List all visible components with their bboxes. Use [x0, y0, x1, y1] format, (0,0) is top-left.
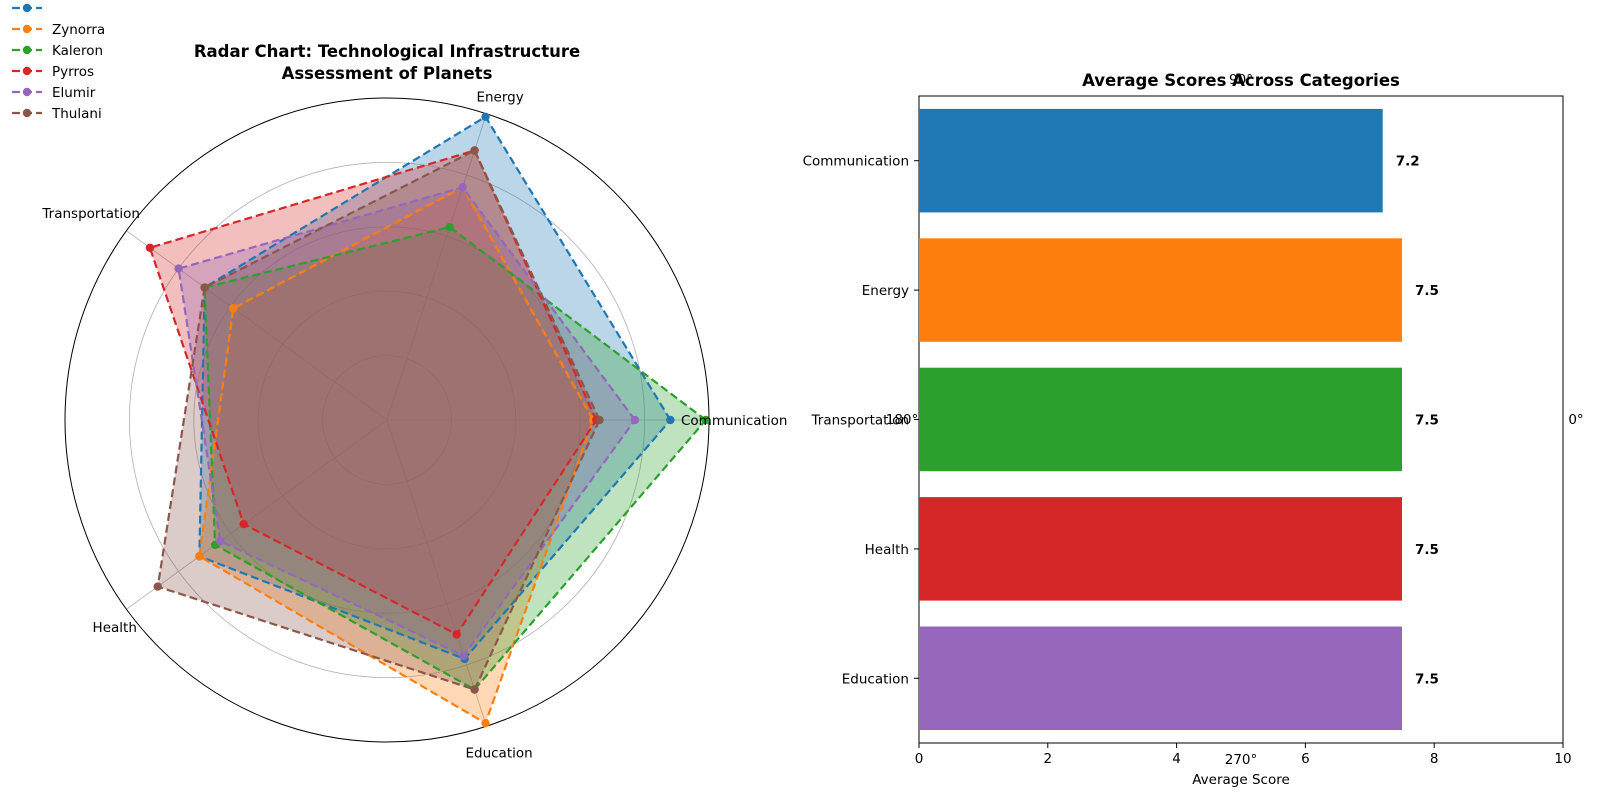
radar-line-zynorra [198, 185, 595, 725]
radar-area-zynorra [199, 187, 594, 724]
legend-item-series-1 [12, 3, 42, 13]
bar-x-ticks: 0 2 4 6 8 10 [915, 743, 1572, 767]
bar-y-tick-labels: Communication Energy Transportation Health E… [803, 154, 919, 687]
radar-label-transportation: Transportation [41, 206, 139, 222]
radar-area-kaleron [204, 227, 706, 690]
bar-title: Average Scores Across Categories [1082, 71, 1400, 90]
radar-point-elumir-education [459, 651, 468, 661]
radar-point-thulani-education [470, 685, 479, 694]
bar-value-label-health: 7.5 [1415, 542, 1439, 558]
bar-transportation [919, 367, 1402, 472]
legend-label: Thulani [51, 106, 102, 122]
radar-point-pyrros-health [239, 519, 248, 529]
bar-y-tick-education: Education [842, 671, 909, 687]
radar-line-kaleron [203, 225, 708, 691]
radar-spoke [126, 230, 388, 421]
radar-point-thulani-health [153, 582, 162, 591]
radar-line-series-1 [198, 115, 672, 661]
radar-category-labels: Communication Energy Transportation Health E… [41, 90, 787, 762]
legend-label: Elumir [52, 85, 96, 101]
radar-point-zynorra-transportation [229, 304, 238, 313]
bar-y-tick-health: Health [865, 542, 909, 558]
radar-point-zynorra-health [195, 552, 204, 561]
radar-spoke [126, 419, 388, 610]
legend-marker [22, 87, 32, 97]
polar-angle-label-2: 180° [886, 412, 919, 428]
bar-marks: 7.2 7.5 7.5 7.5 7.5 [919, 108, 1439, 730]
bar-y-tick-transportation: Transportation [811, 413, 909, 429]
radar-point-thulani-transportation [200, 283, 209, 292]
bar-energy [919, 238, 1402, 342]
legend-marker [22, 66, 32, 76]
radar-chart: Radar Chart: Technological Infrastructur… [41, 42, 787, 761]
radar-point-kaleron-energy [445, 222, 454, 232]
radar-line-elumir [177, 186, 637, 658]
bar-education [919, 626, 1402, 730]
radar-spoke [386, 419, 487, 727]
bar-x-tick-2: 2 [1044, 751, 1053, 767]
radar-point-thulani-communication [595, 415, 604, 425]
legend-marker [22, 45, 32, 55]
legend-item-kaleron: Kaleron [12, 43, 103, 59]
radar-grid [64, 97, 710, 743]
bar-communication [919, 108, 1383, 213]
legend-marker [22, 108, 32, 118]
radar-area-thulani [157, 150, 600, 690]
radar-title-line-1: Radar Chart: Technological Infrastructur… [194, 42, 580, 61]
polar-angle-labels: 0° 90° 180° 270° [886, 72, 1584, 768]
radar-label-education: Education [465, 745, 532, 761]
radar-area-pyrros [149, 150, 597, 635]
radar-point-elumir-communication [630, 415, 640, 425]
legend-item-pyrros: Pyrros [12, 64, 94, 80]
radar-spoke [386, 113, 487, 421]
radar-point-thulani-energy [470, 146, 479, 155]
bar-x-tick-4: 4 [1172, 751, 1181, 767]
radar-point-pyrros-transportation [145, 243, 155, 252]
radar-point-pyrros-education [452, 630, 461, 639]
bar-x-tick-10: 10 [1554, 751, 1571, 767]
bar-value-label-education: 7.5 [1415, 671, 1439, 687]
bar-y-tick-communication: Communication [803, 154, 909, 170]
bar-y-tick-energy: Energy [862, 283, 909, 299]
radar-point-kaleron-communication [701, 415, 710, 425]
radar-line-thulani [156, 149, 601, 691]
bar-value-label-energy: 7.5 [1415, 283, 1439, 299]
bar-value-label-communication: 7.2 [1396, 154, 1420, 170]
legend-item-elumir: Elumir [12, 85, 96, 101]
bar-x-tick-0: 0 [915, 751, 924, 767]
polar-angle-label-1: 90° [1229, 72, 1253, 88]
radar-label-communication: Communication [681, 413, 787, 429]
legend-label: Pyrros [52, 64, 94, 80]
legend-label: Zynorra [52, 22, 105, 38]
radar-area-elumir [178, 187, 635, 656]
radar-label-energy: Energy [476, 90, 523, 106]
radar-point-elumir-transportation [174, 264, 183, 273]
bar-chart: Average Scores Across Categories 7.27.57… [803, 71, 1584, 788]
radar-point-elumir-health [216, 536, 225, 546]
radar-series-layer [145, 112, 710, 728]
radar-label-health: Health [93, 620, 137, 636]
radar-point-elumir-energy [458, 183, 467, 192]
polar-angle-label-3: 270° [1225, 752, 1258, 768]
bar-health [919, 497, 1402, 601]
bar-x-tick-8: 8 [1430, 751, 1439, 767]
legend-label: Kaleron [52, 43, 103, 59]
legend-item-thulani: Thulani [12, 106, 102, 122]
bar-value-label-transportation: 7.5 [1415, 413, 1439, 429]
radar-title-line-2: Assessment of Planets [282, 64, 493, 83]
legend-marker [22, 3, 32, 13]
legend-marker [22, 24, 32, 34]
legend-item-zynorra: Zynorra [12, 22, 105, 38]
bar-x-axis-label: Average Score [1192, 772, 1290, 788]
radar-point-series-1-energy [481, 112, 490, 122]
radar-point-zynorra-education [481, 718, 490, 728]
radar-point-series-1-communication [666, 415, 675, 425]
legend: Zynorra Kaleron Pyrros Elumir Thulani [12, 3, 105, 122]
bar-x-tick-6: 6 [1301, 751, 1310, 767]
polar-angle-label-0: 0° [1568, 412, 1583, 428]
